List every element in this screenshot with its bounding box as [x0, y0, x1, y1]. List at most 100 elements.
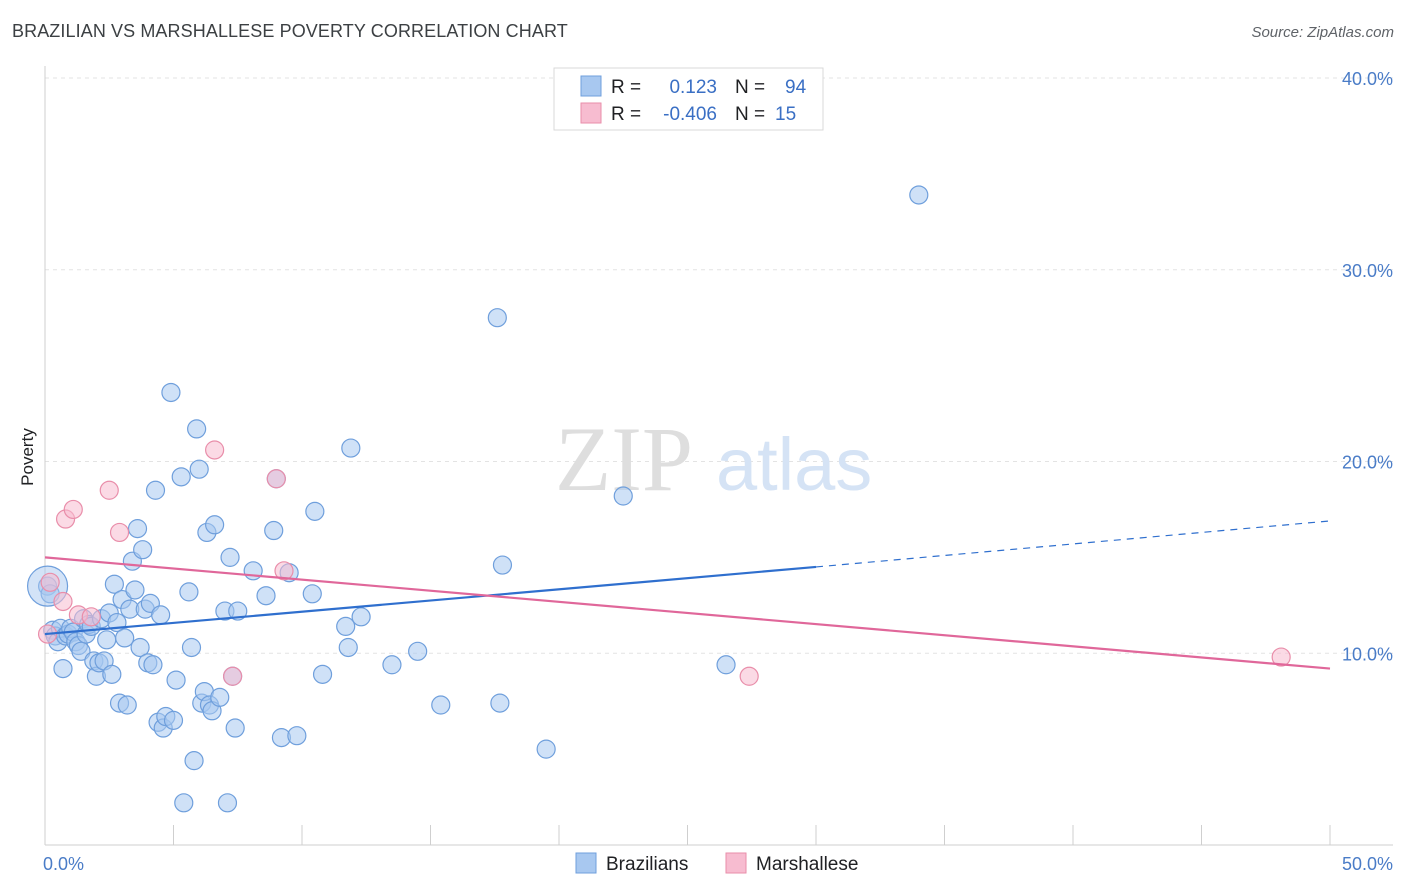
brazilians-point	[143, 655, 163, 675]
series-label-brazilians: Brazilians	[606, 854, 688, 875]
brazilians-point	[716, 655, 736, 675]
brazilians-point	[151, 605, 171, 625]
brazilians-point	[217, 793, 238, 813]
legend-r-label-1: R =	[611, 77, 641, 98]
x-tick-labels: 0.0% 50.0%	[43, 854, 1393, 874]
brazilians-point	[166, 670, 186, 690]
marshallese-point	[40, 572, 60, 592]
legend-n-value-2: 15	[775, 104, 796, 125]
brazilians-point	[909, 185, 929, 205]
brazilians-point	[130, 637, 150, 658]
marshallese-point	[109, 522, 130, 543]
brazilians-point	[179, 582, 199, 602]
marshallese-point	[266, 469, 286, 489]
brazilians-point	[256, 586, 276, 606]
brazilians-point	[536, 739, 556, 759]
series-swatch-marshallese	[725, 852, 747, 874]
watermark: ZIP atlas	[555, 408, 872, 510]
trend-lines	[44, 520, 1331, 670]
marshallese-point	[81, 607, 101, 627]
brazilians-point	[133, 540, 153, 560]
legend-r-label-2: R =	[611, 104, 641, 125]
marshallese-point	[205, 440, 225, 460]
brazilians-trend-line	[44, 565, 817, 636]
x-tick-label-0: 0.0%	[43, 854, 84, 874]
brazilians-point	[382, 655, 402, 675]
brazilians-point	[187, 419, 207, 439]
marshallese-point	[739, 666, 759, 686]
series-legend: Brazilians Marshallese	[575, 852, 858, 875]
brazilians-point	[264, 520, 284, 541]
brazilians-point	[351, 607, 371, 627]
marshallese-trend-line	[44, 556, 1331, 670]
brazilians-point	[336, 616, 356, 637]
brazilians-point	[127, 519, 148, 539]
brazilians-point	[341, 438, 361, 458]
legend-n-value-1: 94	[785, 77, 807, 98]
brazilians-trend-extension	[815, 520, 1331, 568]
watermark-atlas: atlas	[716, 423, 872, 506]
series-label-marshallese: Marshallese	[756, 854, 858, 875]
brazilians-point	[243, 561, 263, 581]
marshallese-points	[37, 440, 1291, 686]
y-axis-label: Poverty	[18, 428, 37, 486]
brazilians-point	[305, 501, 325, 521]
y-tick-label-0: 10.0%	[1342, 644, 1393, 664]
y-tick-label-1: 20.0%	[1342, 453, 1393, 473]
brazilians-point	[287, 726, 307, 746]
brazilians-point	[181, 637, 202, 658]
brazilians-point	[228, 601, 248, 621]
brazilians-point	[97, 630, 117, 650]
brazilians-point	[431, 695, 451, 715]
brazilians-point	[145, 480, 166, 500]
brazilians-point	[115, 628, 135, 648]
brazilians-point	[104, 574, 124, 594]
correlation-legend: R = 0.123 N = 94 R = -0.406 N = 15	[553, 67, 824, 131]
marshallese-point	[63, 499, 83, 520]
brazilians-point	[487, 308, 507, 328]
chart-title: BRAZILIAN VS MARSHALLESE POVERTY CORRELA…	[12, 21, 568, 41]
source-label: Source: ZipAtlas.com	[1251, 24, 1394, 41]
brazilians-point	[492, 555, 513, 575]
brazilians-point	[163, 710, 184, 730]
brazilians-point	[189, 459, 209, 479]
brazilians-point	[71, 641, 91, 661]
marshallese-point	[223, 666, 243, 686]
legend-r-value-1: 0.123	[669, 77, 717, 98]
y-tick-labels: 10.0% 20.0% 30.0% 40.0%	[1342, 69, 1393, 664]
brazilians-point	[171, 467, 191, 487]
legend-swatch-brazilians	[580, 75, 602, 97]
y-tick-label-2: 30.0%	[1342, 261, 1393, 281]
marshallese-point	[1271, 647, 1291, 667]
brazilians-point	[117, 695, 137, 715]
y-tick-label-3: 40.0%	[1342, 69, 1393, 89]
brazilians-points	[26, 185, 929, 813]
brazilians-point	[408, 641, 428, 661]
legend-n-label-1: N =	[735, 77, 765, 98]
brazilians-point	[613, 486, 633, 506]
legend-r-value-2: -0.406	[663, 104, 717, 125]
brazilians-point	[338, 637, 358, 658]
marshallese-point	[53, 591, 73, 612]
brazilians-point	[174, 793, 194, 813]
brazilians-point	[302, 584, 322, 604]
brazilians-point	[184, 751, 204, 771]
x-tick-label-1: 50.0%	[1342, 854, 1393, 874]
brazilians-point	[161, 382, 181, 403]
series-swatch-brazilians	[575, 852, 597, 874]
brazilians-point	[225, 718, 245, 738]
brazilians-point	[490, 693, 510, 713]
brazilians-point	[220, 547, 240, 567]
brazilians-point	[312, 664, 333, 684]
brazilians-point	[205, 515, 225, 535]
legend-swatch-marshallese	[580, 102, 602, 124]
brazilians-point	[125, 580, 145, 600]
brazilians-point	[53, 658, 73, 679]
marshallese-point	[274, 561, 294, 581]
brazilians-point	[102, 664, 122, 684]
brazilians-point	[210, 687, 230, 707]
axes	[44, 66, 1393, 846]
marshallese-point	[99, 480, 119, 500]
legend-n-label-2: N =	[735, 104, 765, 125]
